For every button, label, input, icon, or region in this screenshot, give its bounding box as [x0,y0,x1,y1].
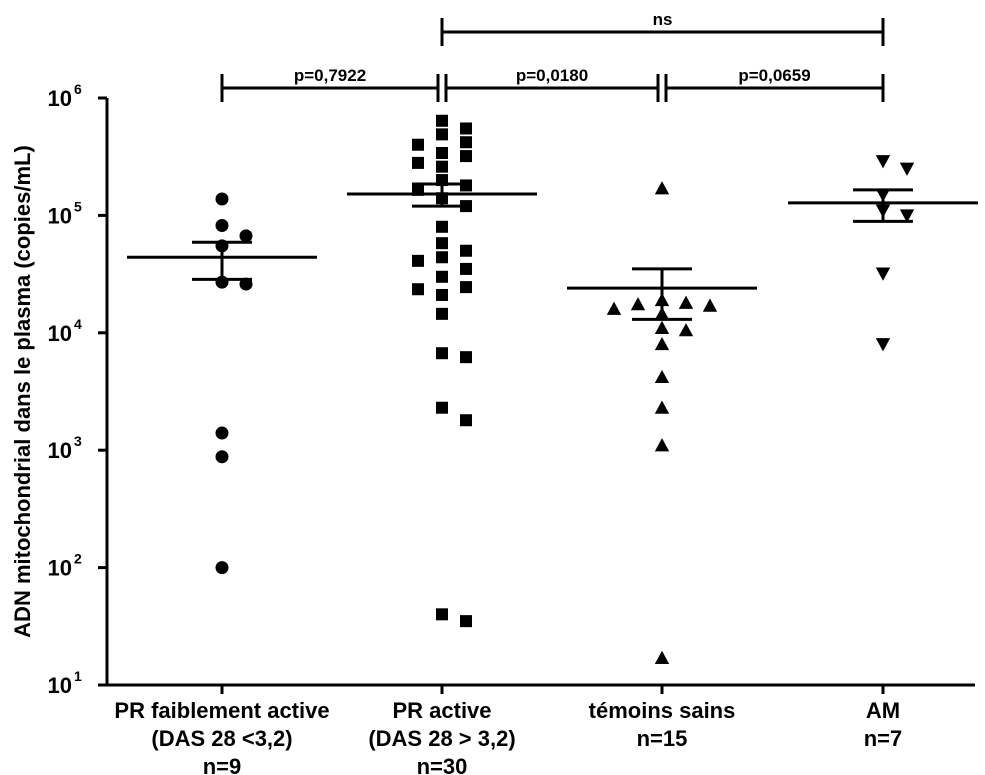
data-point-square [460,351,472,364]
data-point-triangle-up [606,301,622,315]
y-tick-exponent: 2 [74,551,82,567]
data-point-square [460,615,472,628]
y-tick-exponent: 4 [74,316,82,332]
data-point-triangle-up [654,369,670,384]
data-point-triangle-down [875,267,891,281]
data-point-square [436,147,448,160]
data-point-circle [215,426,229,440]
data-point-square [460,262,472,275]
data-point-triangle-up [678,295,694,309]
data-point-triangle-up [654,336,670,351]
y-tick-exponent: 3 [74,433,82,449]
comparison-label: ns [653,10,673,29]
data-point-triangle-up [654,320,670,334]
data-point-square [412,283,424,296]
data-point-circle [239,229,253,243]
y-axis-label: ADN mitochondrial dans le plasma (copies… [10,145,35,638]
data-point-square [460,122,472,135]
data-point-square [460,281,472,294]
x-category-label: n=30 [417,754,468,775]
comparison-label: p=0,0659 [738,66,810,85]
data-point-square [412,254,424,267]
y-tick-label: 10 [48,321,72,346]
mean-sem-bars [127,182,978,321]
data-point-square [460,414,472,427]
x-category-label: n=9 [203,754,242,775]
data-point-square [412,156,424,169]
x-axis: PR faiblement active (DAS 28 <3,2) n=9 PR a… [107,683,975,775]
y-tick-exponent: 1 [74,668,82,684]
data-point-square [436,114,448,127]
data-point-triangle-up [702,298,718,312]
x-category-label: PR active [392,698,491,723]
data-point-circle [215,561,229,575]
data-point-circle [215,192,229,206]
x-category-label: AM [866,698,900,723]
data-point-square [460,244,472,257]
x-category-label: témoins sains [589,698,736,723]
y-tick-exponent: 6 [74,81,82,97]
data-point-square [436,401,448,414]
comparison-label: p=0,7922 [294,66,366,85]
data-point-triangle-down [875,338,891,352]
x-category-label: PR faiblement active [114,698,329,723]
data-point-square [412,138,424,151]
data-point-square [460,150,472,163]
x-category-label: n=7 [864,726,903,751]
x-category-label: n=15 [637,726,688,751]
data-points [215,114,915,664]
y-tick-label: 10 [48,86,72,111]
data-point-square [436,251,448,264]
x-category-label: (DAS 28 <3,2) [151,726,292,751]
y-tick-label: 10 [48,556,72,581]
y-tick-exponent: 5 [74,198,82,214]
comparison-label: p=0,0180 [516,66,588,85]
data-point-square [460,136,472,149]
data-point-circle [215,219,229,233]
data-point-square [436,288,448,301]
y-tick-label: 10 [48,203,72,228]
data-point-triangle-up [654,438,670,452]
data-point-triangle-down [899,209,915,223]
data-point-square [436,220,448,233]
data-point-triangle-up [654,650,670,664]
data-point-triangle-up [654,181,670,195]
x-category-label: (DAS 28 > 3,2) [368,726,515,751]
data-point-triangle-down [899,162,915,176]
x-ticks: PR faiblement active (DAS 28 <3,2) n=9 PR a… [114,685,902,775]
data-point-triangle-up [678,323,694,337]
data-point-square [436,270,448,283]
y-tick-label: 10 [48,673,72,698]
data-point-triangle-up [654,400,670,414]
data-point-square [436,237,448,250]
data-point-circle [215,450,229,464]
data-point-square [436,347,448,360]
data-point-triangle-up [630,297,646,311]
data-point-square [436,128,448,141]
data-point-square [436,307,448,320]
y-tick-label: 10 [48,438,72,463]
data-point-square [436,608,448,621]
comparison-brackets: p=0,7922 p=0,0180 p=0,0659 ns [220,10,885,102]
data-point-square [436,160,448,173]
data-point-triangle-down [875,155,891,169]
